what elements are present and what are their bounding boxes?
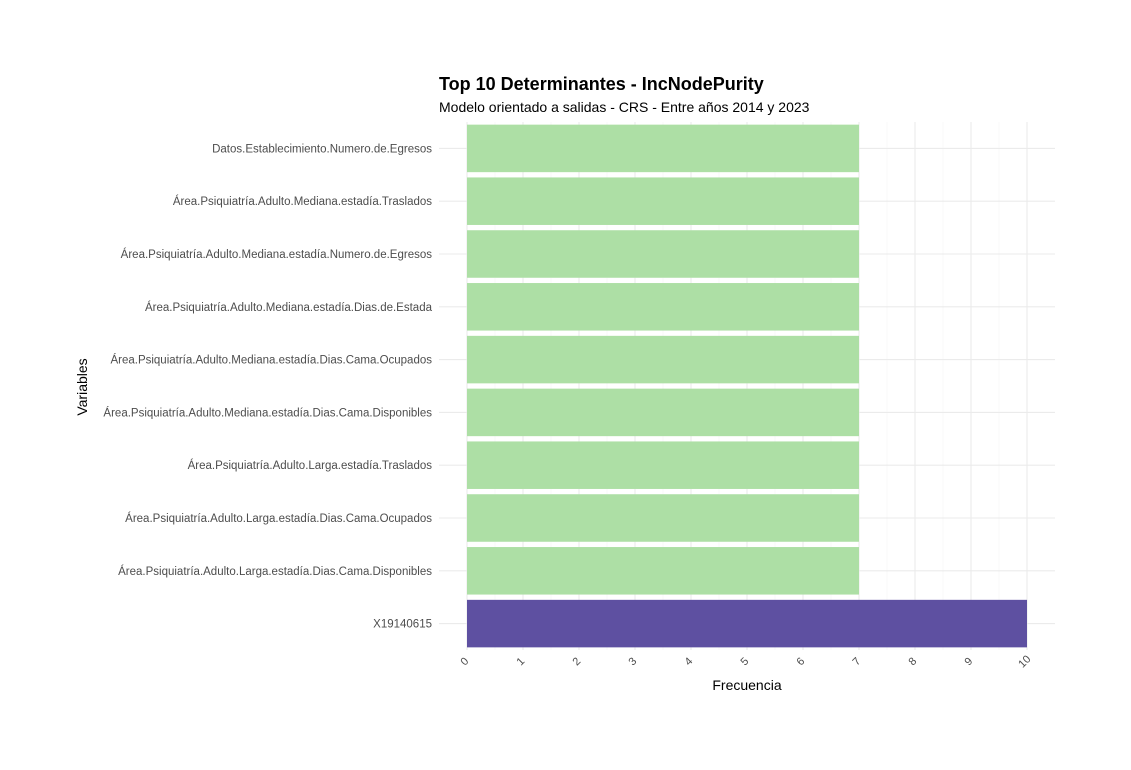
bar bbox=[467, 124, 859, 173]
x-tick-label: 4 bbox=[682, 655, 695, 668]
y-tick-label: Área.Psiquiatría.Adulto.Mediana.estadía.… bbox=[103, 406, 432, 419]
y-tick-label: Área.Psiquiatría.Adulto.Larga.estadía.Di… bbox=[118, 565, 432, 578]
x-tick-labels: 0 1 2 3 4 5 6 7 8 9 10 bbox=[458, 653, 1033, 670]
y-tick-label: Área.Psiquiatría.Adulto.Mediana.estadía.… bbox=[110, 354, 432, 367]
y-tick-label: Área.Psiquiatría.Adulto.Mediana.estadía.… bbox=[173, 195, 432, 208]
bar bbox=[467, 547, 859, 595]
x-tick-label: 7 bbox=[850, 655, 863, 668]
x-tick-label: 9 bbox=[962, 655, 975, 668]
y-tick-label: Área.Psiquiatría.Adulto.Mediana.estadía.… bbox=[145, 301, 433, 314]
bar bbox=[467, 494, 859, 542]
x-axis-label: Frecuencia bbox=[712, 677, 781, 693]
x-tick-label: 6 bbox=[794, 655, 807, 668]
y-tick-label: Área.Psiquiatría.Adulto.Larga.estadía.Tr… bbox=[188, 459, 433, 472]
x-tick-label: 8 bbox=[906, 655, 919, 668]
bar bbox=[467, 599, 1027, 648]
bars bbox=[467, 124, 1027, 648]
x-tick-label: 0 bbox=[458, 655, 471, 668]
x-tick-label: 10 bbox=[1016, 653, 1033, 670]
x-tick-label: 3 bbox=[626, 655, 639, 668]
bar bbox=[467, 177, 859, 225]
bar bbox=[467, 441, 859, 489]
bar bbox=[467, 388, 859, 437]
x-tick-label: 5 bbox=[738, 655, 751, 668]
bar bbox=[467, 283, 859, 331]
y-axis-label: Variables bbox=[74, 358, 90, 415]
x-tick-label: 2 bbox=[570, 655, 583, 668]
y-tick-label: Área.Psiquiatría.Adulto.Larga.estadía.Di… bbox=[125, 512, 432, 525]
y-tick-label: Área.Psiquiatría.Adulto.Mediana.estadía.… bbox=[121, 248, 433, 261]
chart-subtitle: Modelo orientado a salidas - CRS - Entre… bbox=[439, 99, 810, 115]
x-tick-label: 1 bbox=[514, 655, 527, 668]
y-tick-label: X19140615 bbox=[373, 619, 432, 631]
y-tick-labels: Datos.Establecimiento.Numero.de.Egresos Á… bbox=[103, 143, 432, 630]
y-tick-label: Datos.Establecimiento.Numero.de.Egresos bbox=[212, 143, 432, 155]
chart-title: Top 10 Determinantes - IncNodePurity bbox=[439, 74, 764, 94]
bar bbox=[467, 335, 859, 384]
bar bbox=[467, 230, 859, 278]
